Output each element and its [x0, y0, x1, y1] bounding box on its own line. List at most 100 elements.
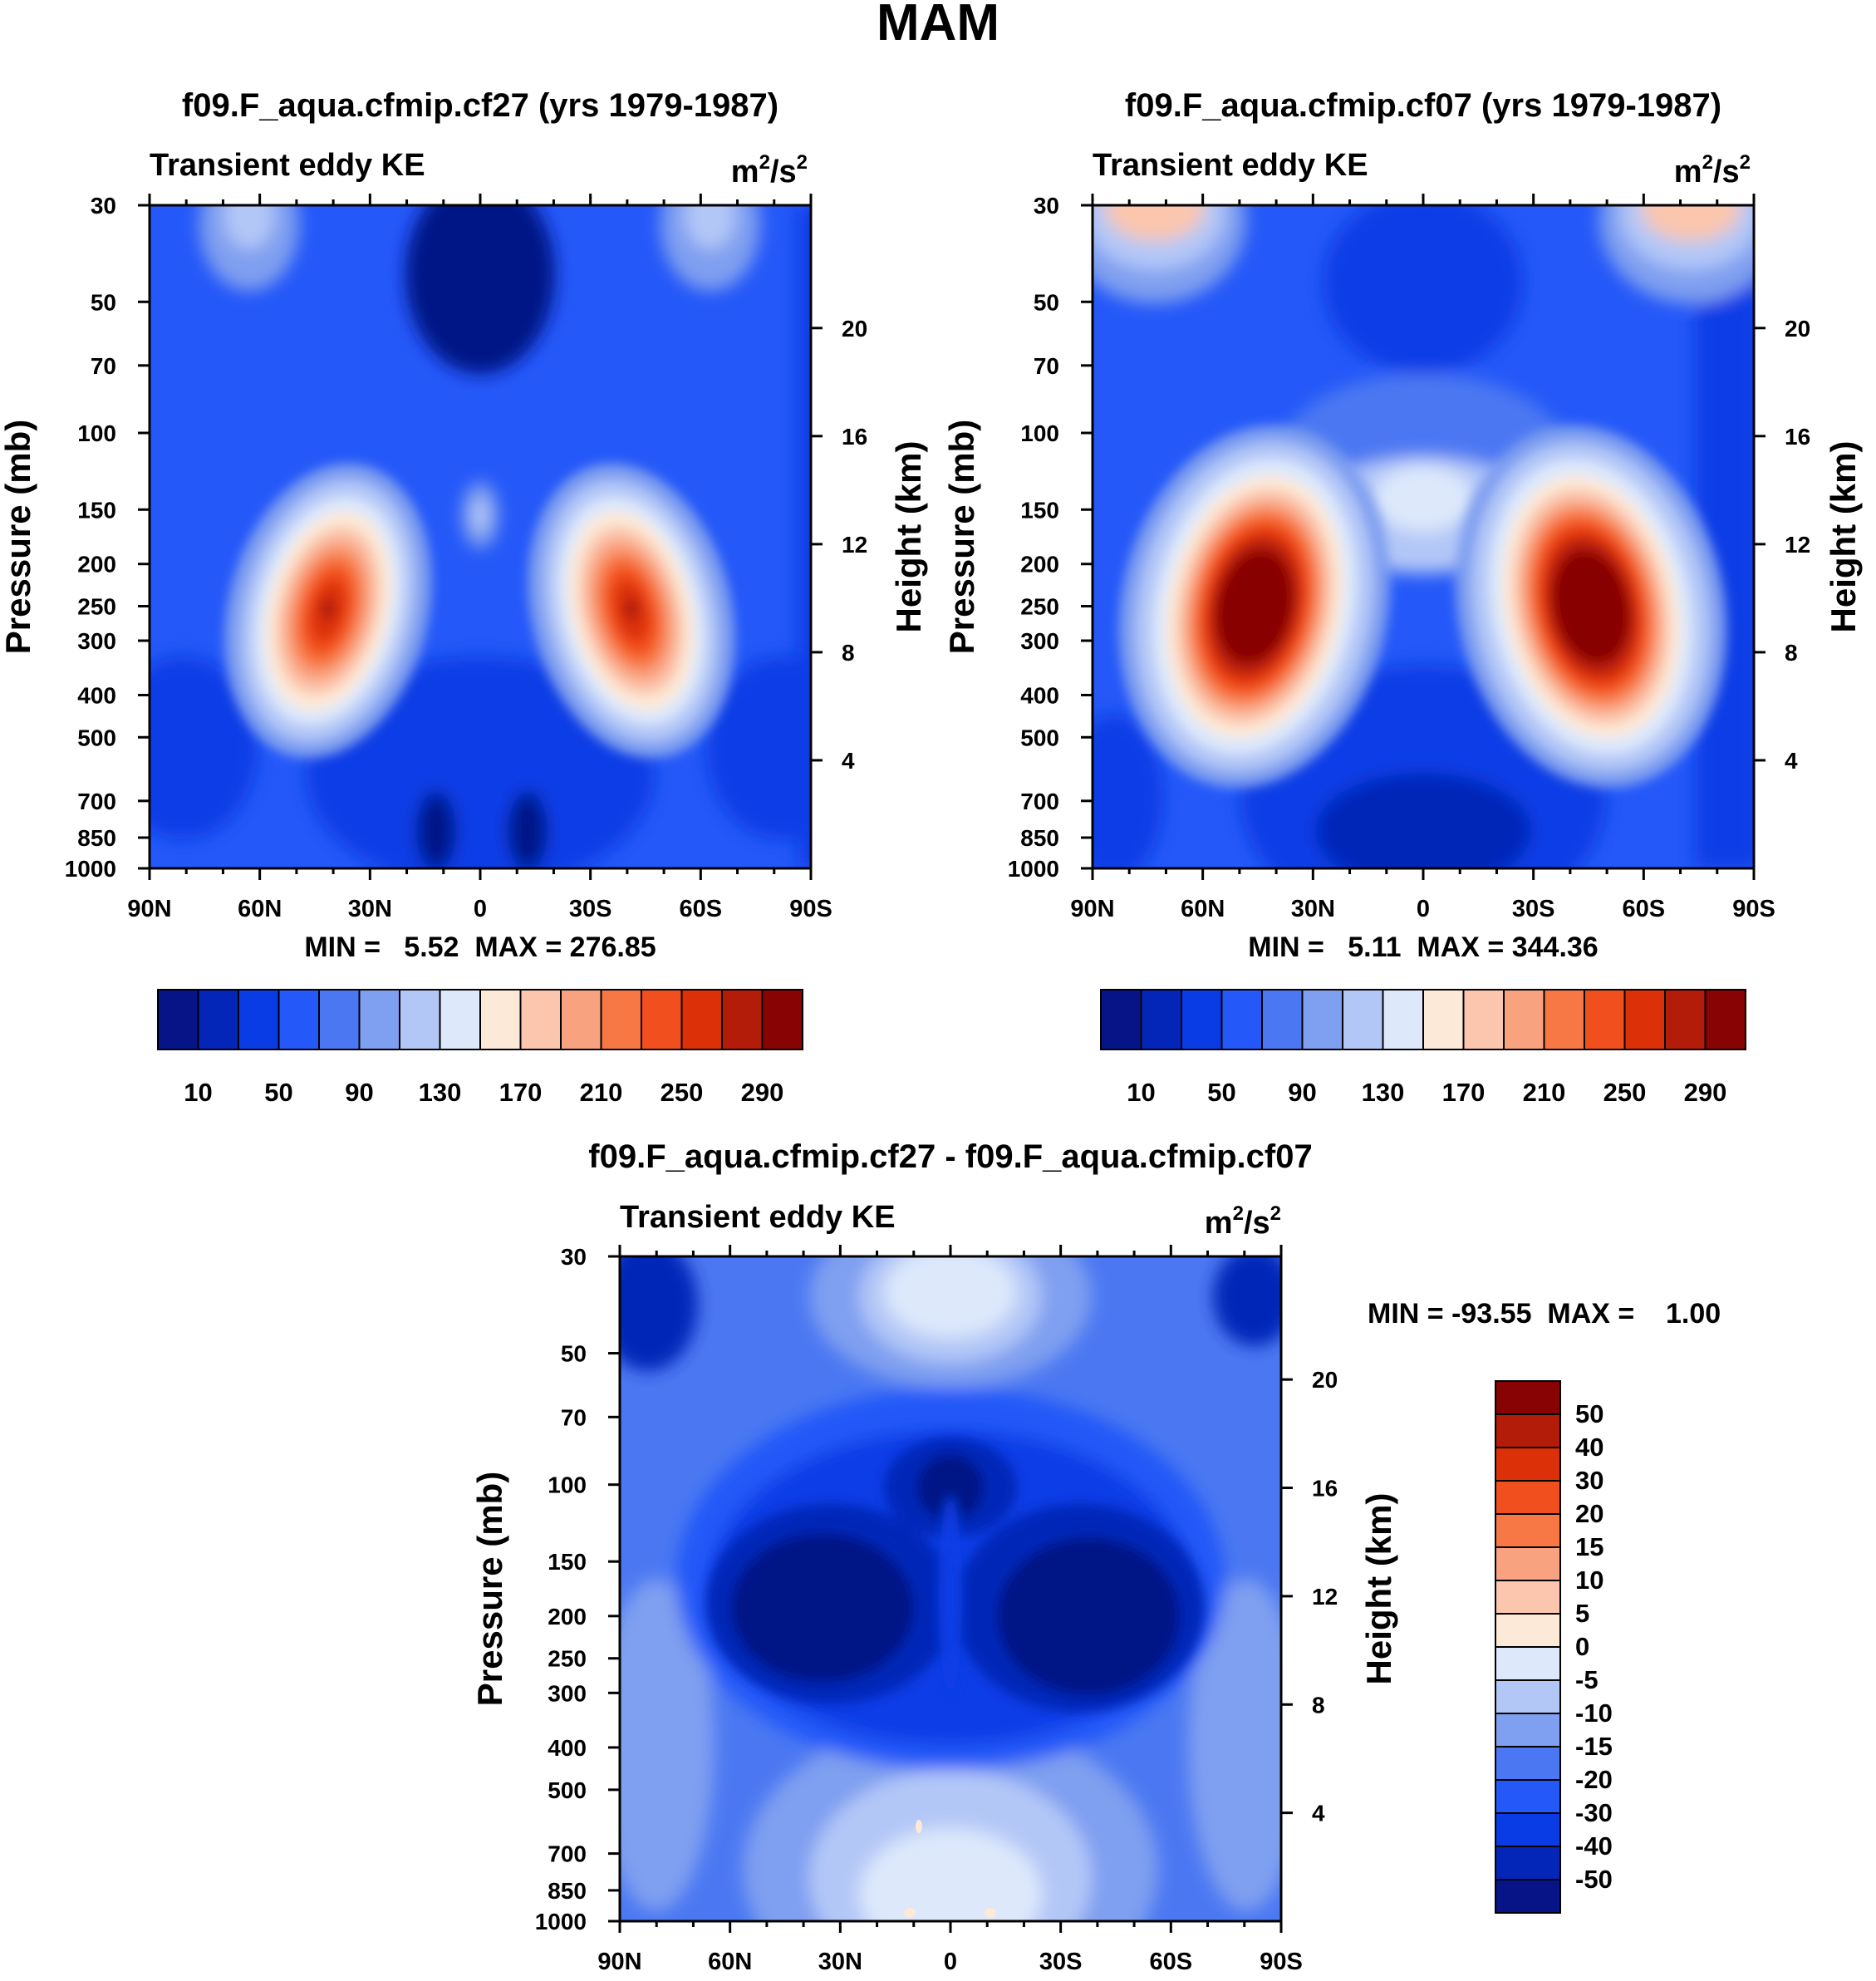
colorbar-swatch	[1495, 1646, 1561, 1681]
panel2-title: f09.F_aqua.cfmip.cf07 (yrs 1979-1987)	[1125, 87, 1721, 124]
y-tick-label: 150	[548, 1549, 587, 1575]
y-tick-label: 150	[1020, 497, 1059, 523]
y2-tick-label: 8	[1785, 640, 1798, 666]
x-tick-label: 0	[944, 1949, 957, 1975]
colorbar-label: 50	[1575, 1399, 1603, 1428]
y-tick-label: 500	[77, 725, 116, 750]
colorbar-swatch	[560, 989, 602, 1050]
colorbar-label: 10	[1575, 1566, 1603, 1595]
colorbar-swatch	[1140, 989, 1182, 1050]
panel1-ylabel: Pressure (mb)	[0, 420, 37, 654]
y2-tick-label: 16	[1785, 424, 1810, 450]
y-tick-label: 850	[77, 825, 116, 851]
colorbar-label: -40	[1575, 1831, 1613, 1861]
colorbar-label: 90	[345, 1078, 373, 1107]
y-tick-label: 70	[91, 353, 116, 379]
panel1-variable: Transient eddy KE	[150, 148, 425, 183]
colorbar-swatch	[1495, 1380, 1561, 1415]
colorbar-swatch	[519, 989, 562, 1050]
colorbar-swatch	[439, 989, 481, 1050]
x-tick-label: 60N	[238, 896, 282, 922]
colorbar-swatch	[1261, 989, 1304, 1050]
y2-tick-label: 8	[842, 640, 855, 666]
y-tick-label: 50	[561, 1341, 587, 1367]
y-tick-label: 30	[561, 1244, 587, 1270]
colorbar-swatch	[277, 989, 320, 1050]
y-tick-label: 70	[561, 1404, 587, 1430]
colorbar-swatch	[1301, 989, 1343, 1050]
x-tick-label: 30S	[1512, 896, 1555, 922]
colorbar-swatch	[479, 989, 522, 1050]
y-tick-label: 200	[77, 552, 116, 578]
colorbar-swatch	[1342, 989, 1384, 1050]
panel2-y2label: Height (km)	[1824, 441, 1863, 633]
y2-tick-label: 16	[1312, 1476, 1338, 1502]
y-tick-label: 1000	[535, 1909, 587, 1934]
y2-tick-label: 8	[1312, 1692, 1325, 1718]
colorbar-label: 30	[1575, 1466, 1603, 1495]
colorbar-label: 50	[264, 1078, 292, 1107]
y-tick-label: 300	[548, 1680, 587, 1706]
colorbar-swatch	[1495, 1713, 1561, 1748]
colorbar-label: 130	[1362, 1078, 1405, 1107]
panel-difference: f09.F_aqua.cfmip.cf27 - f09.F_aqua.cfmip…	[470, 1138, 1721, 1975]
colorbar-swatch	[1704, 989, 1746, 1050]
colorbar-swatch	[1584, 989, 1626, 1050]
colorbar-label: 10	[1127, 1078, 1155, 1107]
colorbar-swatch	[1495, 1613, 1561, 1648]
colorbar-label: 90	[1288, 1078, 1316, 1107]
colorbar-swatch	[1422, 989, 1465, 1050]
x-tick-label: 60S	[1150, 1949, 1193, 1975]
panel3-contour-field	[620, 1256, 1281, 1921]
colorbar-label: 170	[499, 1078, 543, 1107]
y-tick-label: 250	[1020, 594, 1059, 620]
y-tick-label: 850	[1020, 825, 1059, 851]
y-tick-label: 100	[1020, 420, 1059, 446]
colorbar-swatch	[399, 989, 441, 1050]
colorbar-swatch	[157, 989, 199, 1050]
y-tick-label: 100	[548, 1472, 587, 1498]
y-tick-label: 150	[77, 497, 116, 523]
colorbar-label: 0	[1575, 1632, 1589, 1661]
colorbar-swatch	[238, 989, 280, 1050]
x-tick-label: 30S	[569, 896, 612, 922]
colorbar-swatch	[1495, 1812, 1561, 1847]
y-tick-label: 1000	[1008, 856, 1059, 882]
y-tick-label: 300	[1020, 628, 1059, 654]
panel1-units: m2/s2	[731, 151, 808, 189]
y-tick-label: 30	[91, 193, 116, 219]
y-tick-label: 70	[1034, 353, 1059, 379]
y-tick-label: 500	[548, 1777, 587, 1803]
y2-tick-label: 12	[842, 532, 867, 558]
colorbar-swatch	[1664, 989, 1707, 1050]
colorbar-label: 40	[1575, 1433, 1603, 1462]
panel-cf27: f09.F_aqua.cfmip.cf27 (yrs 1979-1987) Tr…	[0, 87, 928, 1107]
colorbar-label: 250	[661, 1078, 704, 1107]
x-tick-label: 60S	[1623, 896, 1666, 922]
colorbar-swatch	[358, 989, 400, 1050]
colorbar-label: 10	[184, 1078, 212, 1107]
colorbar-swatch	[1495, 1879, 1561, 1914]
panel1-y2label: Height (km)	[889, 441, 928, 633]
y-tick-label: 700	[1020, 789, 1059, 814]
colorbar-label: 170	[1442, 1078, 1486, 1107]
panel3-units: m2/s2	[1205, 1202, 1281, 1241]
x-tick-label: 90N	[597, 1949, 641, 1975]
colorbar-swatch	[1495, 1480, 1561, 1515]
colorbar-swatch	[318, 989, 361, 1050]
x-tick-label: 60S	[680, 896, 723, 922]
y2-tick-label: 20	[1312, 1367, 1338, 1393]
colorbar-label: 250	[1603, 1078, 1647, 1107]
x-tick-label: 60N	[1181, 896, 1225, 922]
y-tick-label: 50	[1034, 289, 1059, 315]
y-tick-label: 700	[548, 1841, 587, 1867]
colorbar-label: 130	[419, 1078, 462, 1107]
colorbar-swatch	[1543, 989, 1585, 1050]
y-tick-label: 1000	[65, 856, 116, 882]
y-tick-label: 250	[77, 594, 116, 620]
panel2-units: m2/s2	[1674, 151, 1751, 189]
colorbar-swatch	[1181, 989, 1223, 1050]
y2-tick-label: 12	[1785, 532, 1810, 558]
colorbar-swatch	[1100, 989, 1142, 1050]
y-tick-label: 850	[548, 1878, 587, 1904]
